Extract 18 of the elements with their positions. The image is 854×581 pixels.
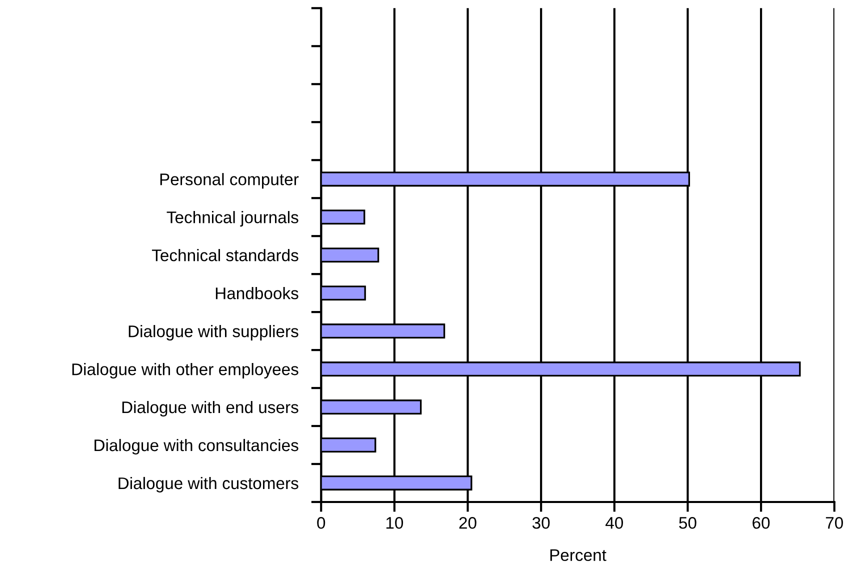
y-tick-label: Dialogue with other employees: [72, 362, 298, 379]
y-tick-label: Personal computer: [160, 173, 299, 189]
y-tick-label: Handbooks: [216, 287, 298, 300]
y-tick-label: Dialogue with end users: [122, 400, 298, 417]
y-tick-label: Dialogue with consultancies: [94, 438, 298, 454]
x-tick-label: 30: [532, 517, 550, 529]
y-tick-label: Dialogue with suppliers: [128, 324, 298, 341]
x-axis-title: Percent: [550, 549, 606, 562]
y-tick-label: Technical journals: [166, 211, 298, 227]
x-tick-label: 0: [317, 517, 326, 529]
x-tick-label: 60: [752, 517, 770, 529]
y-tick-label: Technical standards: [152, 249, 298, 262]
x-tick-label: 20: [459, 517, 476, 529]
x-tick-label: 10: [386, 517, 404, 529]
x-tick-label: 40: [606, 517, 624, 529]
y-tick-label: Dialogue with customers: [118, 476, 298, 492]
x-tick-label: 70: [826, 517, 843, 529]
x-tick-label: 50: [679, 517, 696, 529]
